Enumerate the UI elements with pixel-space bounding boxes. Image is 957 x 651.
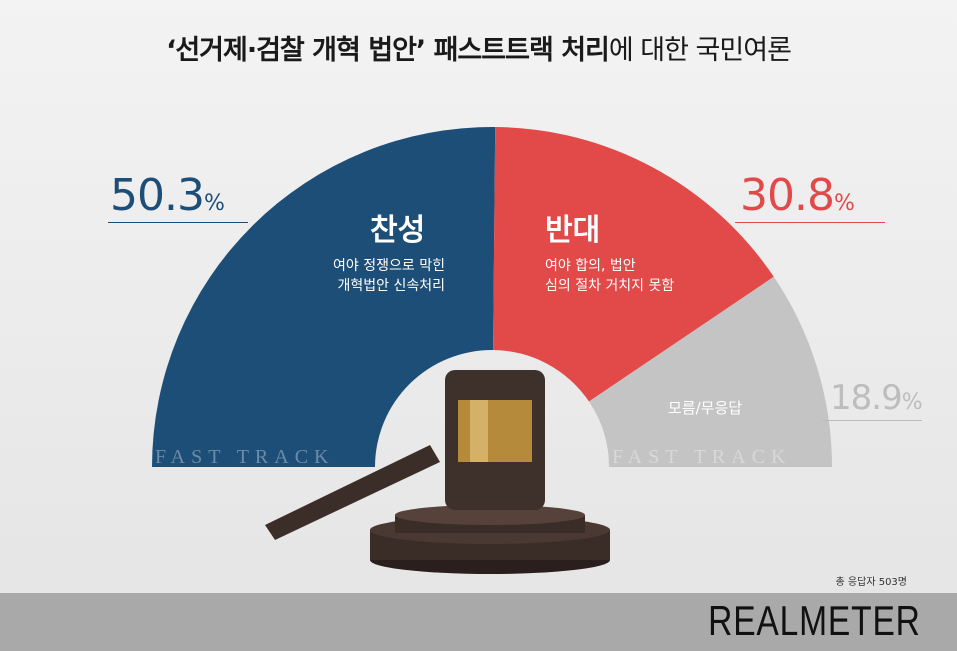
no-description-line: 심의 절차 거치지 못함: [545, 278, 675, 294]
yes-percent: 50.3%: [110, 170, 225, 221]
yes-description-line: 개혁법안 신속처리: [337, 278, 446, 294]
percent-unit: %: [833, 191, 855, 216]
yes-underline: [108, 222, 248, 223]
no-label: 반대: [545, 213, 601, 248]
percent-unit: %: [203, 191, 225, 216]
yes-label: 찬성: [370, 213, 426, 248]
slice-dk: [588, 276, 832, 467]
no-underline: [735, 222, 885, 223]
respondents-note: 총 응답자 503명: [835, 577, 907, 588]
realmeter-logo: REALMETER: [708, 597, 921, 644]
yes-description-line: 여야 정쟁으로 막힌: [333, 258, 445, 274]
title-normal: 에 대한 국민여론: [608, 35, 792, 66]
dk-label: 모름/무응답: [668, 399, 743, 417]
slice-no: [493, 127, 774, 402]
title-bold: ‘선거제·검찰 개혁 법안’ 패스트트랙 처리: [166, 35, 610, 66]
slice-yes: [152, 127, 496, 468]
watermark-right: FAST TRACK: [612, 446, 792, 468]
no-percent-value: 30.8: [740, 170, 835, 221]
footer-bar: REALMETER: [0, 593, 957, 651]
page-title: ‘선거제·검찰 개혁 법안’ 패스트트랙 처리에 대한 국민여론: [0, 28, 957, 67]
percent-unit: %: [901, 390, 923, 415]
watermark-left: FAST TRACK: [155, 446, 335, 468]
yes-percent-value: 50.3: [110, 170, 205, 221]
no-description-line: 여야 합의, 법안: [545, 258, 636, 274]
dk-percent-value: 18.9: [830, 378, 903, 418]
dk-percent: 18.9%: [830, 378, 923, 418]
gavel-icon: [265, 370, 610, 574]
dk-underline: [822, 420, 922, 421]
no-percent: 30.8%: [740, 170, 855, 221]
